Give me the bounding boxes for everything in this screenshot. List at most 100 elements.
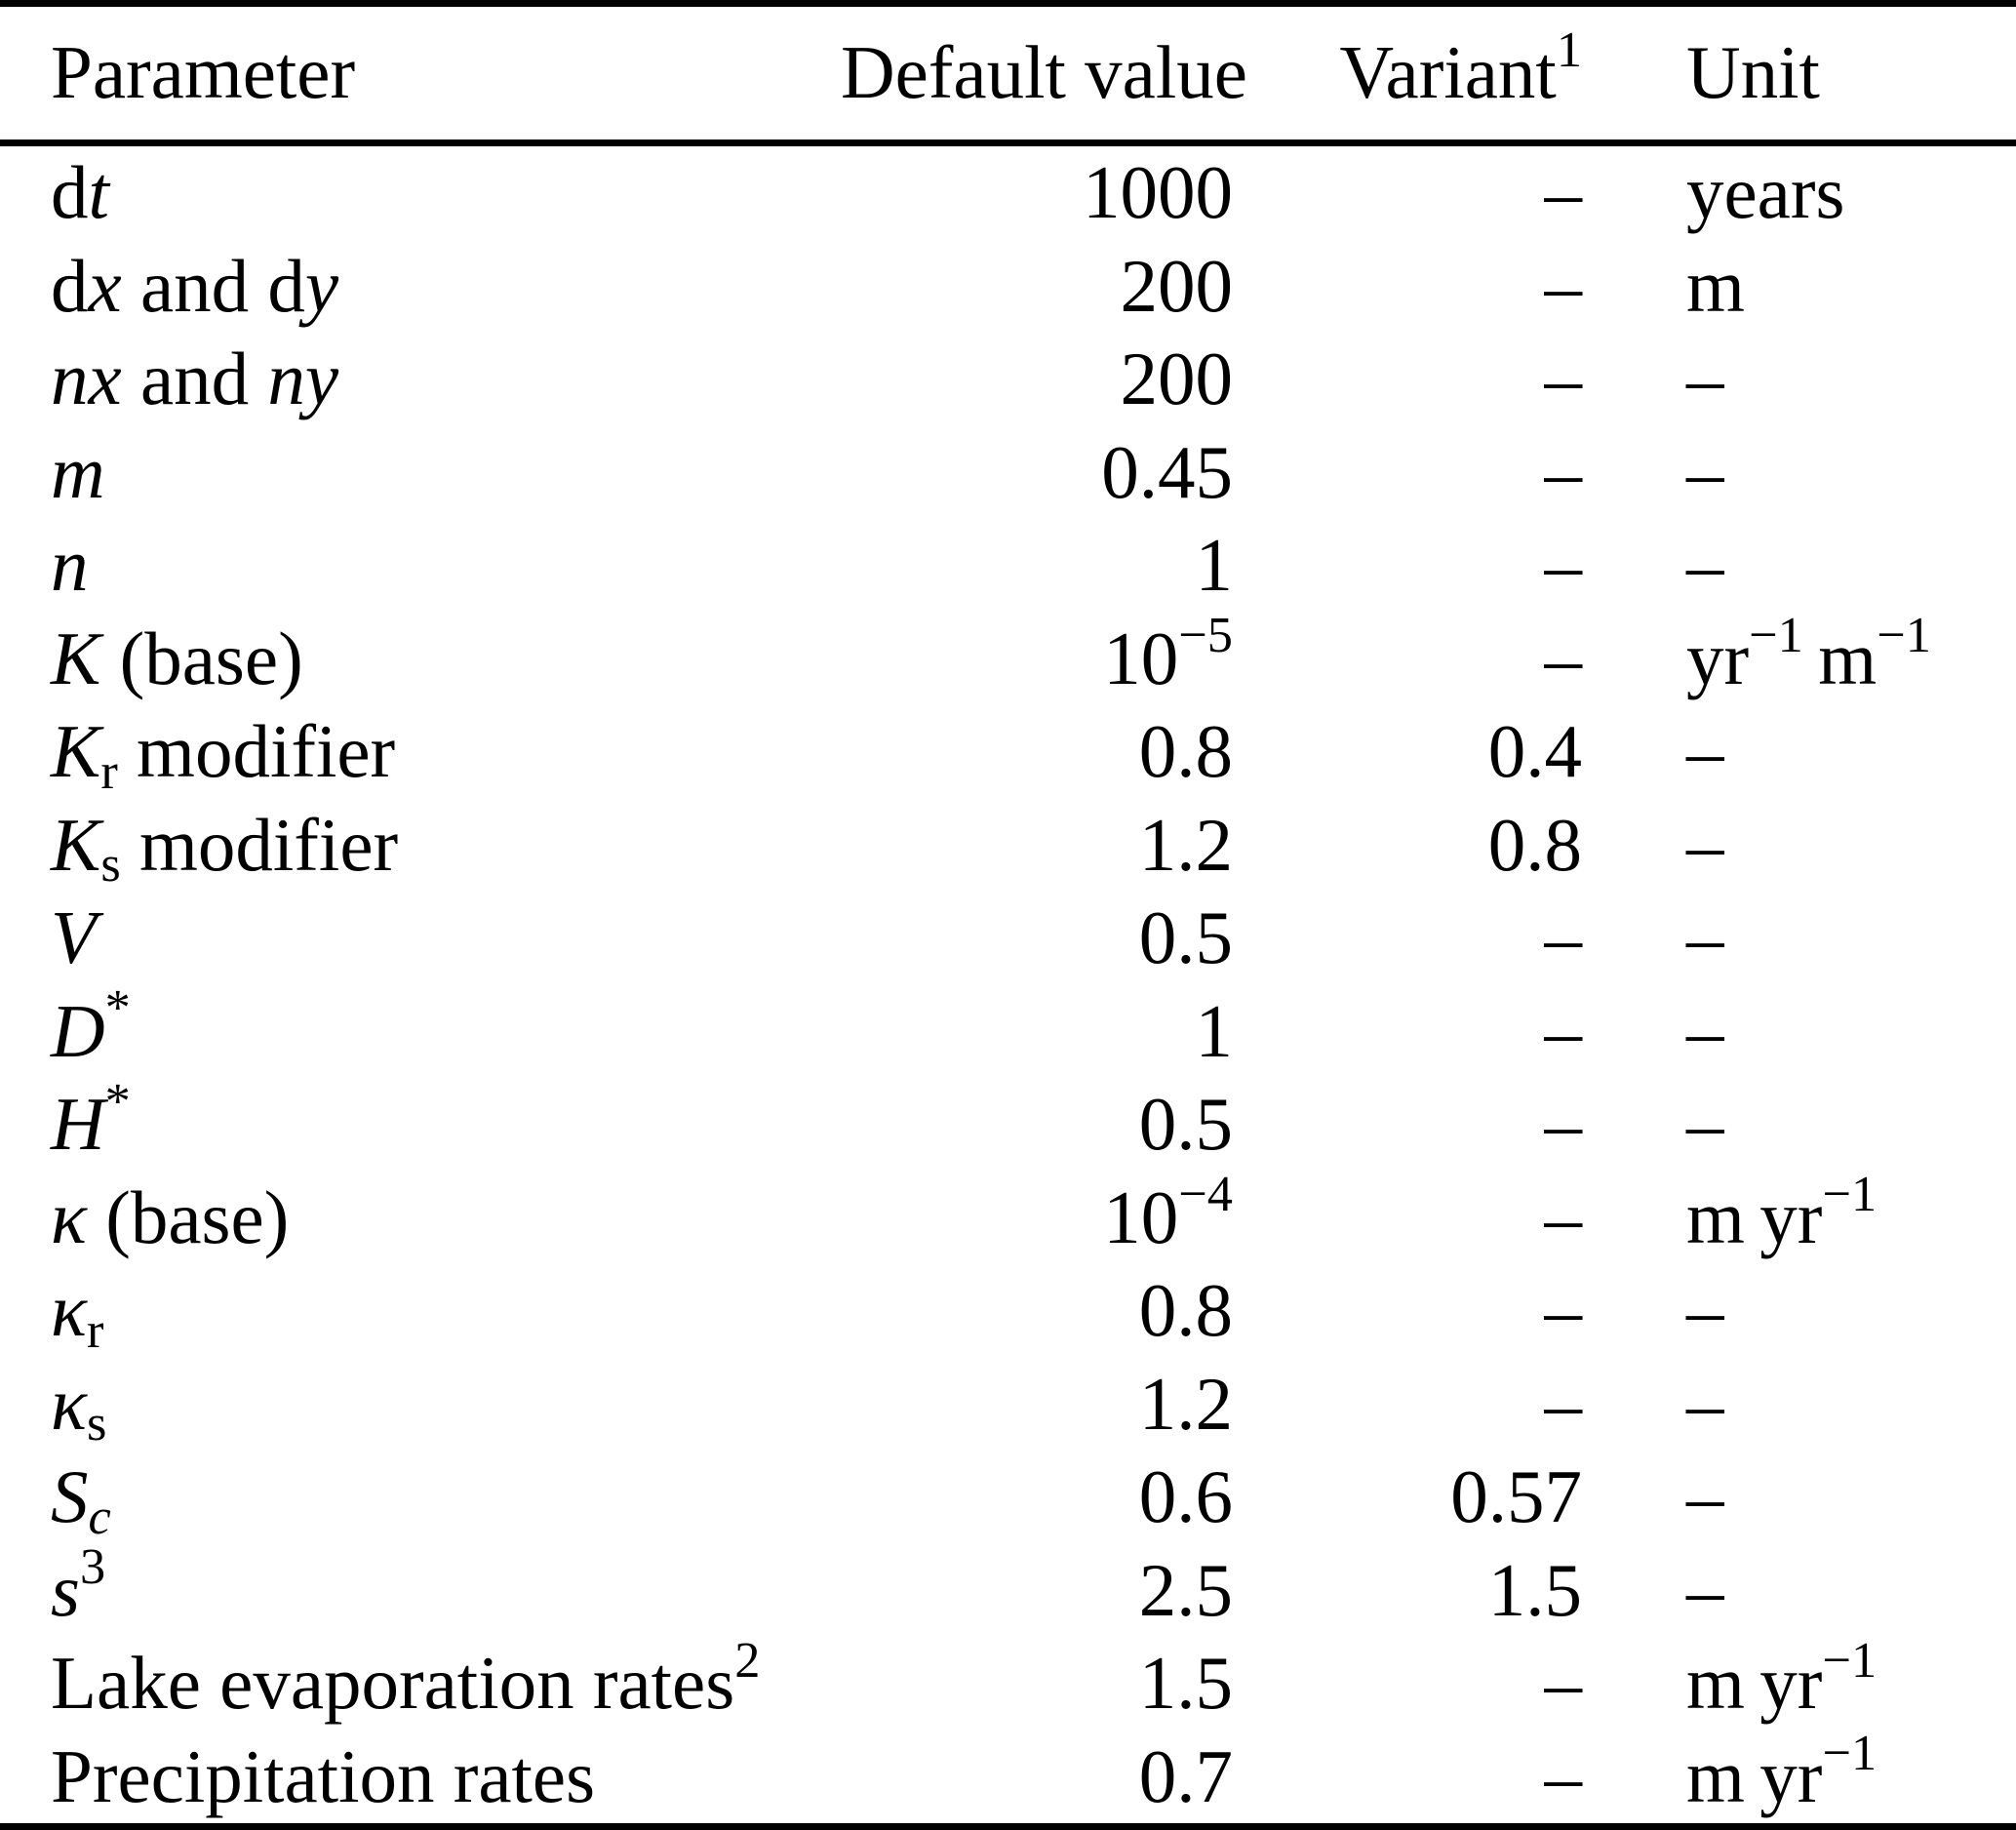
default-value-cell: 0.6 [1138, 1454, 1233, 1539]
unit-cell: m yr−1 [1686, 1631, 1878, 1726]
parameter-cell: Kr modifier [51, 709, 396, 800]
table-row: dt 1000 – years [0, 142, 2016, 239]
table-row: V 0.5 – – [0, 892, 2016, 985]
parameter-cell: V [51, 895, 98, 980]
col-header-parameter: Parameter [0, 7, 841, 146]
parameter-cell: κr [51, 1268, 104, 1359]
variant-cell: – [1544, 1082, 1583, 1167]
variant-cell: – [1544, 1174, 1583, 1259]
table-row: dx and dy 200 – m [0, 239, 2016, 333]
default-value-cell: 0.8 [1138, 709, 1233, 794]
default-value-cell: 10−4 [1103, 1166, 1233, 1259]
variant-cell: 1.5 [1487, 1547, 1582, 1632]
unit-cell: – [1686, 1361, 1724, 1446]
unit-cell: yr−1 m−1 [1686, 607, 1931, 700]
parameter-cell: s3 [51, 1538, 106, 1632]
unit-cell: – [1686, 988, 1724, 1073]
table-body: dt 1000– years dx and dy 200– m nx and ny 200– –… [0, 142, 2016, 1823]
table-row: Sc 0.6 0.57 – [0, 1451, 2016, 1545]
table-row: κs 1.2 – – [0, 1357, 2016, 1452]
table-row: m 0.45 – – [0, 425, 2016, 519]
variant-cell: – [1544, 616, 1583, 700]
unit-cell: – [1686, 895, 1724, 980]
unit-cell: m yr−1 [1686, 1166, 1878, 1259]
header-row: Parameter Default value Variant1 Unit [0, 7, 2016, 146]
variant-cell: – [1544, 1361, 1583, 1446]
parameter-cell: Precipitation rates [51, 1733, 596, 1818]
variant-cell: – [1544, 1733, 1583, 1818]
variant-cell: – [1544, 895, 1583, 980]
table-row: K (base) 10−5 – yr−1 m−1 [0, 607, 2016, 705]
parameter-cell: H* [51, 1072, 131, 1167]
table-row: Lake evaporation rates2 1.5 – m yr−1 [0, 1631, 2016, 1731]
unit-cell: – [1686, 429, 1724, 514]
unit-cell: years [1686, 149, 1845, 234]
parameter-cell: nx and ny [51, 337, 339, 421]
variant-cell: – [1544, 243, 1583, 328]
default-value-cell: 1 [1195, 988, 1234, 1073]
default-value-cell: 10−5 [1103, 607, 1233, 700]
default-value-cell: 0.5 [1138, 895, 1233, 980]
default-value-cell: 200 [1120, 243, 1234, 328]
variant-cell: – [1544, 1268, 1583, 1353]
unit-cell: – [1686, 337, 1724, 421]
parameter-cell: dt [51, 149, 109, 234]
table-row: H* 0.5 – – [0, 1072, 2016, 1172]
variant-cell: – [1544, 988, 1583, 1073]
parameter-cell: Ks modifier [51, 802, 399, 894]
default-value-cell: 0.8 [1138, 1268, 1233, 1353]
table-row: D* 1 – – [0, 979, 2016, 1078]
variant-cell: – [1544, 1641, 1583, 1726]
variant-cell: – [1544, 337, 1583, 421]
variant-cell: 0.4 [1487, 709, 1582, 794]
unit-cell: – [1686, 1268, 1724, 1353]
variant-cell: – [1544, 523, 1583, 608]
variant-footnote-marker: 1 [1556, 20, 1582, 78]
parameter-cell: Sc [51, 1454, 111, 1545]
parameter-cell: dx and dy [51, 243, 339, 328]
parameter-cell: κ (base) [51, 1174, 290, 1259]
variant-cell: – [1544, 149, 1583, 234]
table-row: κ (base) 10−4 – m yr−1 [0, 1166, 2016, 1264]
col-header-default-value: Default value [841, 7, 1247, 146]
default-value-cell: 200 [1120, 337, 1234, 421]
variant-cell: – [1544, 429, 1583, 514]
unit-cell: m yr−1 [1686, 1725, 1878, 1818]
default-value-cell: 0.5 [1138, 1082, 1233, 1167]
parameter-cell: Lake evaporation rates2 [51, 1631, 761, 1726]
default-value-cell: 1 [1195, 523, 1234, 608]
unit-cell: – [1686, 802, 1724, 887]
table-row: n 1 – – [0, 519, 2016, 613]
table-row: Kr modifier 0.8 0.4 – [0, 705, 2016, 800]
default-value-cell: 1000 [1083, 149, 1233, 234]
table-row: Precipitation rates 0.7 – m yr−1 [0, 1725, 2016, 1823]
default-value-cell: 2.5 [1138, 1547, 1233, 1632]
table-row: Ks modifier 1.2 0.8 – [0, 798, 2016, 894]
unit-cell: m [1686, 243, 1745, 328]
unit-cell: – [1686, 523, 1724, 608]
table-row: κr 0.8 – – [0, 1264, 2016, 1359]
unit-cell: – [1686, 1547, 1724, 1632]
parameter-table: Parameter Default value Variant1 Unit dt… [0, 7, 2016, 1823]
table-row: s3 2.5 1.5 – [0, 1538, 2016, 1637]
default-value-cell: 1.2 [1138, 802, 1233, 887]
variant-cell: 0.8 [1487, 802, 1582, 887]
parameter-cell: κs [51, 1361, 107, 1452]
unit-cell: – [1686, 1082, 1724, 1167]
parameter-cell: m [51, 429, 105, 514]
unit-cell: – [1686, 709, 1724, 794]
table-row: nx and ny 200 – – [0, 333, 2016, 426]
parameter-cell: D* [51, 979, 131, 1073]
parameter-cell: n [51, 523, 89, 608]
variant-cell: 0.57 [1450, 1454, 1582, 1539]
unit-cell: – [1686, 1454, 1724, 1539]
col-header-variant-label: Variant [1339, 30, 1557, 115]
default-value-cell: 1.5 [1138, 1641, 1233, 1726]
col-header-unit: Unit [1582, 7, 2016, 146]
parameter-cell: K (base) [51, 616, 303, 700]
default-value-cell: 0.45 [1101, 429, 1233, 514]
default-value-cell: 1.2 [1138, 1361, 1233, 1446]
default-value-cell: 0.7 [1138, 1733, 1233, 1818]
